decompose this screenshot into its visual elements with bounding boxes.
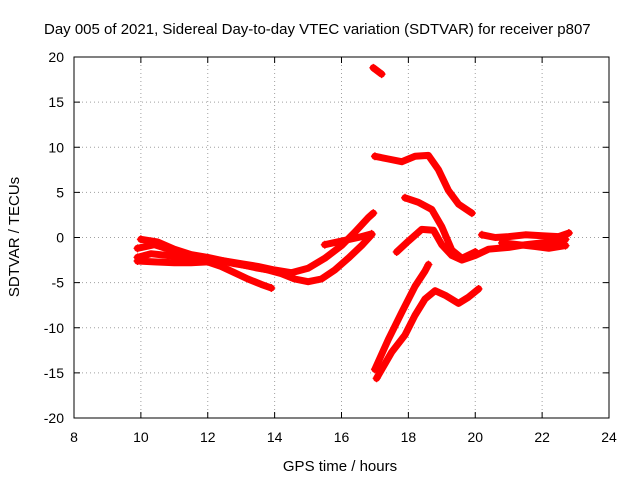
data-point-marker (270, 266, 279, 275)
series-arc-12 (477, 228, 573, 241)
data-point-marker (136, 235, 145, 244)
series-trace (478, 229, 573, 241)
series-trace (373, 285, 483, 382)
x-tick-label: 22 (534, 429, 550, 445)
data-point-marker (561, 241, 570, 250)
x-tick-label: 14 (267, 429, 283, 445)
y-tick-label: 20 (48, 49, 64, 65)
data-point-marker (474, 284, 483, 293)
data-point-marker (377, 70, 386, 79)
series-trace (369, 64, 386, 78)
y-axis-label: SDTVAR / TECUs (6, 177, 23, 297)
series-arc-04 (136, 235, 279, 275)
series-arc-13 (498, 238, 570, 252)
series-arc-03 (133, 256, 276, 293)
data-point-marker (367, 229, 376, 238)
x-tick-label: 16 (334, 429, 350, 445)
y-tick-label: -20 (44, 410, 64, 426)
data-point-marker (392, 247, 401, 256)
x-tick-label: 10 (133, 429, 149, 445)
series-trace (371, 261, 432, 373)
series-trace (321, 230, 376, 249)
data-point-marker (471, 247, 480, 256)
y-tick-label: 10 (48, 139, 64, 155)
data-point-marker (370, 152, 379, 161)
chart-title: Day 005 of 2021, Sidereal Day-to-day VTE… (44, 21, 591, 38)
data-point-marker (372, 374, 381, 383)
data-point-marker (369, 63, 378, 72)
data-point-marker (498, 238, 506, 247)
x-tick-label: 20 (467, 429, 483, 445)
x-tick-label: 18 (401, 429, 417, 445)
series-trace (498, 239, 569, 252)
y-tick-label: 5 (56, 184, 64, 200)
y-tick-label: -10 (44, 320, 64, 336)
series-trace (371, 151, 476, 217)
x-tick-label: 24 (601, 429, 617, 445)
data-point-marker (564, 228, 573, 237)
axes: 8 10 12 14 16 18 20 22 24 -20 -15 -10 -5 0 5 10 15 20 (44, 49, 617, 445)
data-series (133, 63, 573, 383)
series-trace (401, 194, 479, 262)
x-axis-label: GPS time / hours (283, 458, 397, 475)
y-tick-label: 15 (48, 94, 64, 110)
y-tick-label: 0 (56, 230, 64, 246)
series-arc-11 (372, 284, 483, 383)
data-point-marker (477, 230, 486, 239)
plot-frame (73, 56, 610, 419)
data-point-marker (133, 256, 142, 265)
data-point-marker (320, 240, 329, 249)
data-point-marker (467, 209, 476, 218)
series-arc-06 (369, 63, 386, 79)
y-tick-label: -5 (52, 275, 65, 291)
x-tick-label: 8 (70, 429, 78, 445)
data-point-marker (369, 209, 378, 218)
series-arc-07 (370, 151, 476, 218)
data-point-marker (424, 260, 433, 269)
series-trace (134, 257, 275, 292)
data-point-marker (401, 193, 410, 202)
y-tick-label: -15 (44, 365, 64, 381)
series-trace (137, 235, 279, 275)
series-arc-05 (320, 229, 376, 249)
series-arc-10 (370, 260, 433, 374)
series-arc-09 (401, 193, 480, 262)
x-tick-label: 12 (200, 429, 216, 445)
data-point-marker (267, 284, 276, 293)
data-point-marker (133, 244, 142, 253)
data-point-marker (370, 365, 379, 374)
